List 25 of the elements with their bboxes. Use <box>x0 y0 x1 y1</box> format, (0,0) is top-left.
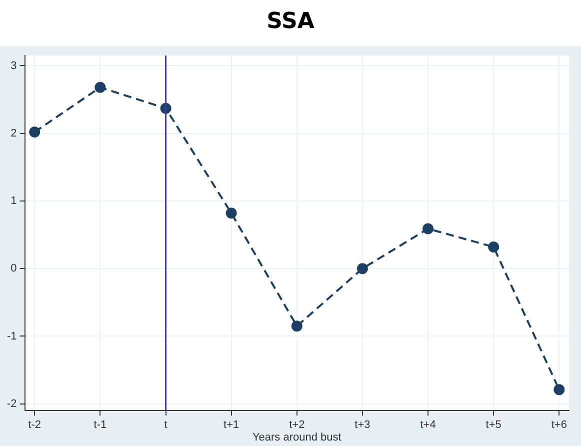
y-tick-label: -2 <box>7 398 17 410</box>
x-tick-label: t-1 <box>94 419 107 432</box>
x-tick-label: t+2 <box>289 419 305 432</box>
x-tick-label: t+1 <box>224 419 240 432</box>
x-axis-title: Years around bust <box>252 431 342 444</box>
x-tick-label: t <box>164 419 168 432</box>
point <box>554 384 565 396</box>
point <box>488 241 500 252</box>
point <box>356 263 368 274</box>
point <box>226 208 237 219</box>
y-tick-label: -1 <box>7 330 17 342</box>
x-tick-label: t+5 <box>486 419 502 432</box>
point <box>291 320 302 332</box>
y-tick-label: 1 <box>10 195 17 208</box>
x-tick-label: t-2 <box>28 419 42 432</box>
point <box>422 223 434 234</box>
x-tick-label: t+4 <box>420 419 436 432</box>
y-tick-label: 2 <box>10 127 17 140</box>
x-tick-label: t+6 <box>551 419 567 432</box>
chart-title: SSA <box>266 8 316 36</box>
y-tick-label: 3 <box>10 60 17 72</box>
y-tick-label: 0 <box>10 262 17 275</box>
x-tick-label: t+3 <box>354 419 370 432</box>
point <box>94 82 106 93</box>
point <box>29 126 40 138</box>
